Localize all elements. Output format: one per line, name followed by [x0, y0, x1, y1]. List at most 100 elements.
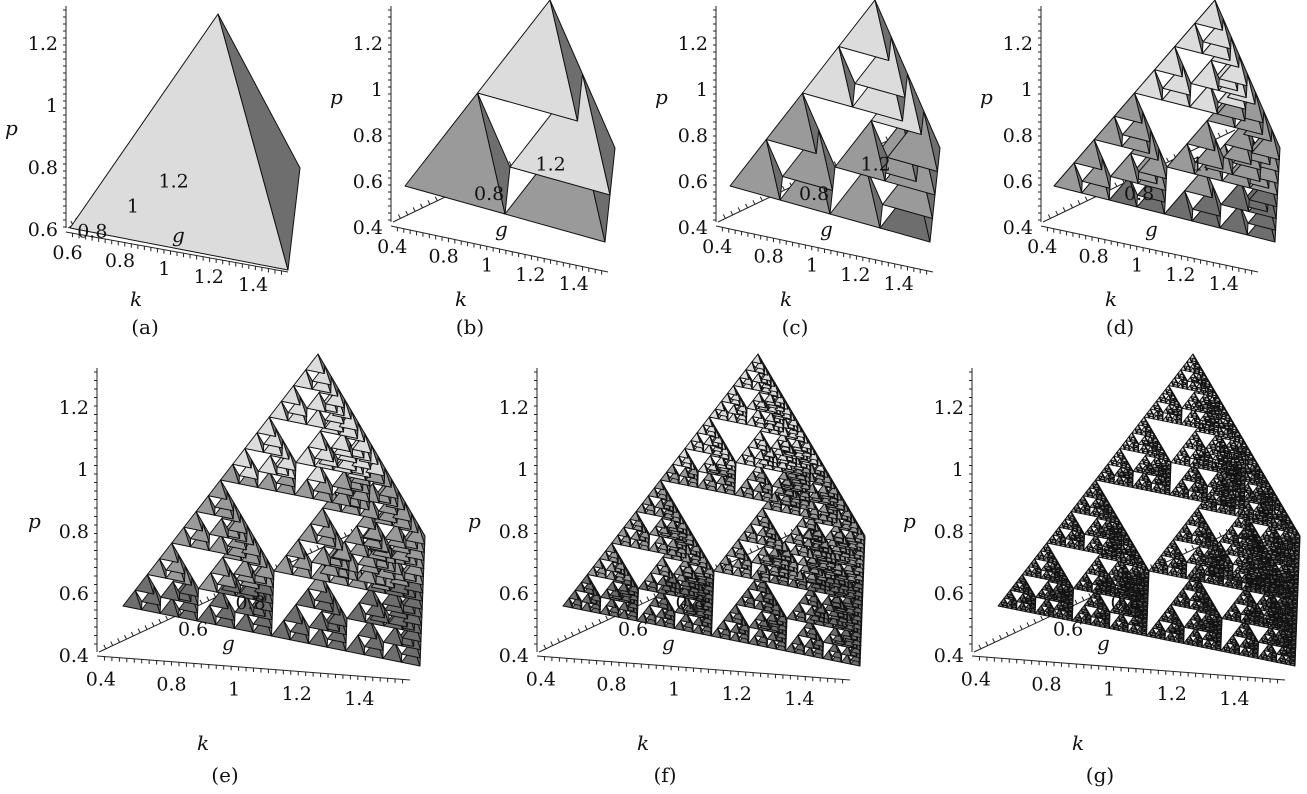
- g-axis-label: g: [222, 631, 235, 655]
- tetra-face: [741, 596, 746, 607]
- tetra-face: [275, 427, 284, 449]
- p-tick-label: 1: [46, 95, 58, 117]
- tetra-face: [1101, 157, 1111, 189]
- tetra-face: [624, 600, 629, 612]
- g-axis-tick: [550, 641, 554, 646]
- g-axis-label: g: [172, 223, 185, 247]
- g-axis-label: g: [1145, 217, 1158, 241]
- g-tick-label: 0.6: [178, 619, 208, 641]
- tetra-face: [735, 604, 740, 615]
- tetra-face: [246, 596, 255, 617]
- g-axis-tick: [206, 596, 210, 601]
- tetra-face: [723, 619, 728, 631]
- g-axis-tick: [782, 185, 785, 191]
- g-axis-tick: [103, 644, 107, 650]
- tetra-face: [307, 588, 316, 609]
- g-axis-tick: [117, 638, 121, 643]
- k-axis-label: k: [197, 731, 209, 755]
- tetra-face: [760, 591, 765, 603]
- g-axis-tick: [288, 557, 292, 563]
- tetra-face: [661, 616, 666, 628]
- g-axis-tick: [985, 641, 989, 646]
- g-tick-label: 0.8: [235, 592, 265, 614]
- tetra-face: [605, 605, 611, 616]
- tetra-face: [735, 623, 741, 634]
- tetra-face: [865, 167, 883, 229]
- tetra-face: [221, 589, 229, 610]
- tetra-face: [233, 502, 242, 523]
- p-tick-label: 0.6: [678, 171, 708, 193]
- tetra-face: [816, 630, 821, 642]
- tetra-face: [847, 645, 852, 657]
- k-tick-label: 1.2: [722, 683, 752, 705]
- tetra-face: [269, 455, 278, 476]
- tetra-face: [371, 499, 380, 520]
- p-tick-label: 0.4: [59, 645, 89, 667]
- p-tick-label: 1.2: [59, 397, 89, 419]
- k-tick-label: 1: [668, 678, 680, 700]
- tetra-face: [394, 642, 403, 663]
- g-axis-tick: [1114, 182, 1118, 187]
- k-axis-label: k: [1072, 731, 1084, 755]
- tetra-face: [760, 599, 765, 611]
- k-tick-label: 1.4: [1219, 688, 1249, 710]
- tetra-face: [671, 606, 676, 617]
- p-axis-label: p: [468, 509, 481, 533]
- g-tick-label: 1.2: [860, 153, 890, 175]
- g-axis-tick: [646, 596, 650, 601]
- tetra-face: [1174, 46, 1184, 78]
- tetra-face: [177, 553, 186, 575]
- p-tick-label: 1.2: [1003, 33, 1033, 55]
- tetra-face: [802, 46, 853, 108]
- tetra-face: [1184, 190, 1194, 222]
- g-axis-tick: [124, 634, 127, 640]
- k-tick-label: 0.8: [1031, 673, 1061, 695]
- g-axis-tick: [1084, 196, 1088, 201]
- g-axis-tick: [343, 532, 347, 537]
- p-tick-label: 1.2: [353, 33, 383, 55]
- g-axis-tick: [412, 207, 416, 212]
- tetra-face: [304, 550, 313, 571]
- tetra-face: [370, 586, 379, 607]
- k-tick-label: 1: [806, 255, 818, 277]
- tetra-face: [742, 615, 747, 627]
- tetra-face: [344, 399, 352, 420]
- g-axis-tick: [999, 634, 1002, 640]
- k-tick-label: 0.8: [596, 673, 626, 695]
- tetra-face: [1158, 148, 1168, 180]
- tetra-face: [306, 478, 315, 500]
- p-tick-label: 0.4: [499, 645, 529, 667]
- tetra-face: [295, 604, 304, 625]
- g-axis-tick: [1012, 628, 1016, 633]
- p-tick-label: 0.8: [1003, 125, 1033, 147]
- tetra-face: [377, 597, 386, 619]
- tetra-face: [207, 495, 216, 516]
- tetra-face: [804, 594, 810, 606]
- tetra-face: [680, 603, 685, 615]
- tetra-face: [1130, 152, 1140, 184]
- tetra-face: [260, 547, 268, 569]
- g-axis-tick: [427, 200, 431, 205]
- p-tick-label: 0.8: [353, 125, 383, 147]
- g-axis-tick: [1070, 203, 1073, 209]
- tetra-face: [803, 626, 808, 638]
- g-tick-label: 1.2: [535, 153, 565, 175]
- panel-d: 1.210.80.60.4p0.4 0.8 1 1.2 1.4k1.0.8g(d): [980, 0, 1281, 339]
- p-tick-label: 0.4: [353, 217, 383, 239]
- tetra-face: [222, 556, 231, 577]
- p-tick-label: 1.2: [28, 33, 58, 55]
- tetra-face: [1142, 111, 1152, 143]
- tetra-face: [729, 611, 734, 623]
- p-tick-label: 1.2: [499, 397, 529, 419]
- tetra-face: [825, 608, 830, 620]
- k-tick-label: 1: [228, 678, 240, 700]
- p-tick-label: 1: [696, 79, 708, 101]
- g-axis-tick: [992, 638, 996, 643]
- tetra-face: [1194, 22, 1204, 54]
- panel-c: 1.210.80.60.4p0.4 0.8 1 1.2 1.4k1.20.8g(c): [655, 0, 941, 339]
- k-tick-label: 0.4: [1027, 236, 1057, 258]
- tetra-face: [302, 615, 310, 636]
- g-axis-tick: [1074, 599, 1078, 605]
- g-axis-label: g: [662, 631, 675, 655]
- g-axis-tick: [1225, 129, 1229, 134]
